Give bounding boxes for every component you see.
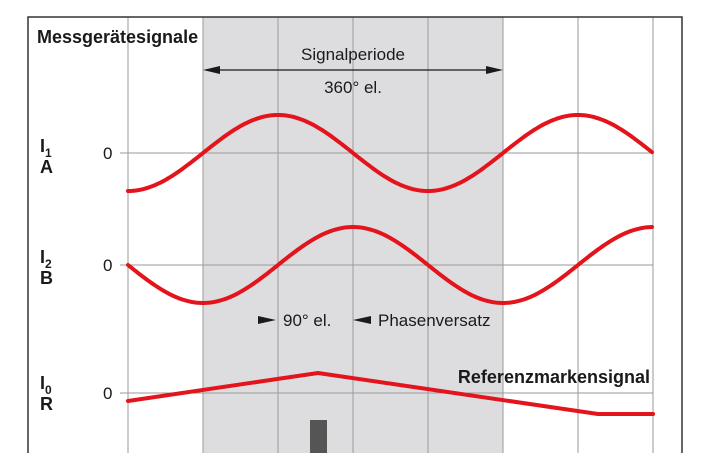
- reference-signal-curve: [126, 371, 655, 416]
- phase-arrow-right: [353, 316, 371, 324]
- channel-label-b: I2 B: [40, 247, 53, 288]
- reference-label: Referenzmarkensignal: [458, 367, 650, 387]
- period-arrow: [203, 66, 503, 74]
- channel-label-r: I0 R: [40, 373, 53, 414]
- vertical-grid: [127, 17, 654, 453]
- svg-text:R: R: [40, 394, 53, 414]
- svg-text:B: B: [40, 268, 53, 288]
- phase-arrow-left: [258, 316, 276, 324]
- zero-baselines: [120, 152, 653, 394]
- frame: [27, 16, 683, 453]
- zero-label-b: 0: [103, 256, 112, 275]
- svg-text:A: A: [40, 157, 53, 177]
- svg-text:I2: I2: [40, 247, 52, 271]
- svg-text:I0: I0: [40, 373, 52, 397]
- signal-b-curve: [126, 225, 654, 305]
- svg-text:I1: I1: [40, 136, 52, 160]
- phase-value: 90° el.: [283, 311, 331, 330]
- reference-marker: [310, 420, 327, 453]
- zero-label-r: 0: [103, 384, 112, 403]
- signal-a-curve: [126, 113, 654, 193]
- channel-label-a: I1 A: [40, 136, 53, 177]
- phase-label: Phasenversatz: [378, 311, 490, 330]
- period-value: 360° el.: [324, 78, 382, 97]
- zero-label-a: 0: [103, 144, 112, 163]
- diagram-title: Messgerätesignale: [37, 27, 198, 47]
- period-label: Signalperiode: [301, 45, 405, 64]
